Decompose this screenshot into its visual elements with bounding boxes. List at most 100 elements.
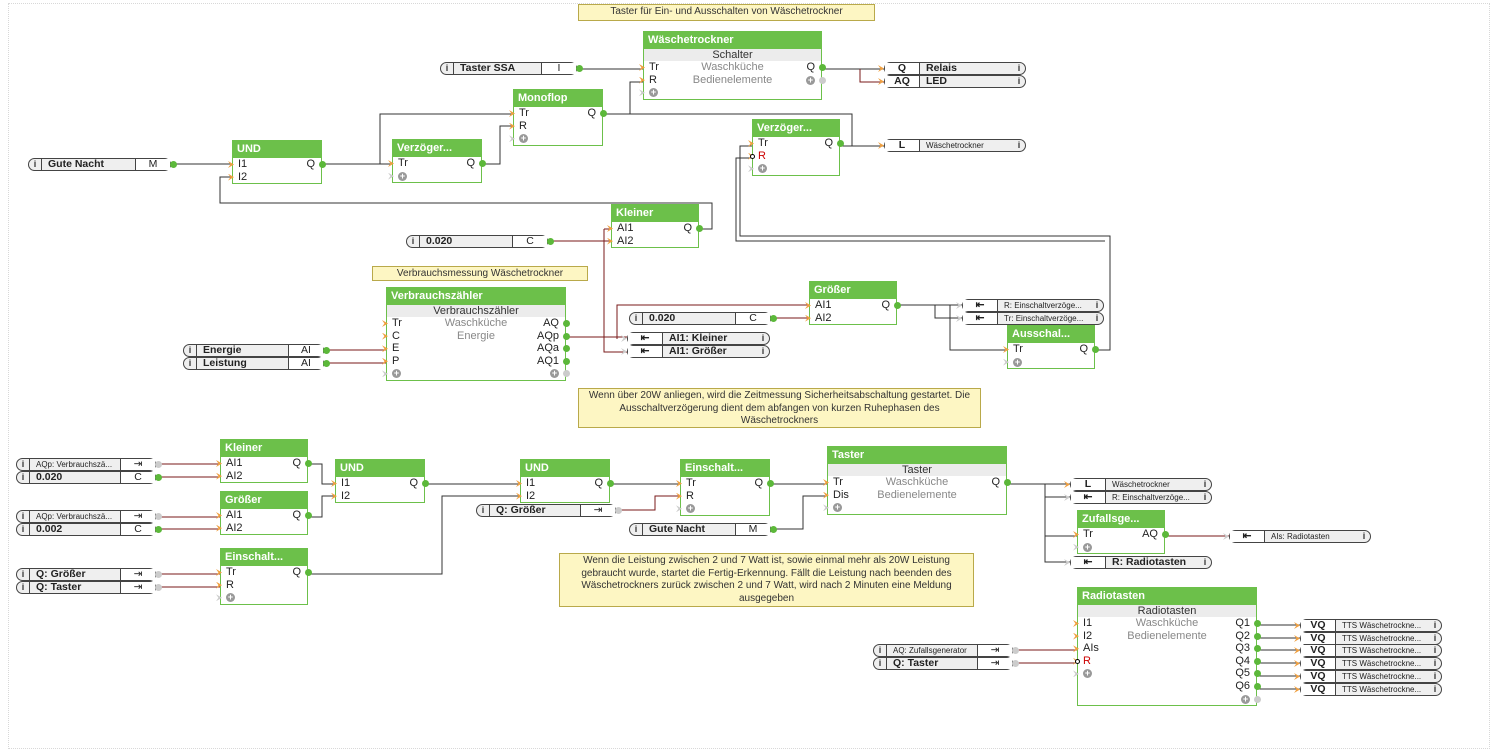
output-pin[interactable] [607,480,614,487]
output-connector[interactable]: ⇤ AIs: Radiotasten i [1223,530,1371,543]
input-connector[interactable]: i 0.020 C [16,471,162,484]
output-pin[interactable] [323,347,330,354]
input-connector[interactable]: i AQ: Zufallsgenerator ⇥ [873,644,1019,657]
output-pin[interactable] [615,507,622,514]
output-pin[interactable] [547,238,554,245]
info-icon[interactable]: i [634,524,638,534]
info-icon[interactable]: i [1203,479,1207,489]
block-title[interactable]: Kleiner [612,205,698,222]
block-title[interactable]: Größer [810,282,896,299]
block-title[interactable]: Einschalt... [681,460,769,477]
info-icon[interactable]: i [445,63,449,73]
input-pin[interactable] [1003,346,1009,353]
output-pin[interactable] [837,140,844,147]
output-pin[interactable] [563,370,570,378]
input-pin[interactable] [509,110,515,117]
input-pin[interactable] [382,345,388,353]
block-title[interactable]: Größer [221,492,307,509]
function-block[interactable]: UND I1 Q I2 [331,459,429,504]
output-pin[interactable] [155,461,162,468]
input-pin[interactable] [1223,533,1229,540]
add-input-icon[interactable]: + [519,133,528,144]
info-icon[interactable]: i [1433,620,1437,630]
info-icon[interactable]: i [1017,63,1021,73]
input-pin[interactable] [1064,481,1070,488]
info-icon[interactable]: i [21,511,25,521]
output-connector[interactable]: ⇤ R: Einschaltverzöge... i [956,299,1104,312]
digital-wire[interactable] [1044,484,1070,563]
block-title[interactable]: Zufallsge... [1078,511,1164,528]
info-icon[interactable]: i [1017,76,1021,86]
output-pin[interactable] [1254,645,1261,653]
input-pin[interactable] [805,302,811,309]
add-output-icon[interactable]: + [1241,693,1250,704]
input-pin[interactable] [1294,622,1300,629]
input-pin[interactable] [228,161,234,168]
function-block[interactable]: Verzöger... Tr Q R + [748,119,844,176]
info-icon[interactable]: i [761,346,765,356]
input-pin[interactable] [676,492,682,500]
info-icon[interactable]: i [1362,531,1366,541]
output-pin[interactable] [1254,620,1261,627]
output-pin[interactable] [319,161,326,168]
output-pin[interactable] [422,480,429,487]
digital-wire[interactable] [310,463,335,485]
input-pin[interactable] [956,315,962,322]
output-pin[interactable] [1012,647,1019,654]
input-pin[interactable] [382,357,388,365]
output-pin[interactable] [1012,660,1019,667]
output-connector[interactable]: VQ TTS Wäschetrockne... i [1294,683,1442,696]
input-pin[interactable] [823,491,829,499]
input-pin[interactable] [1073,632,1079,640]
info-icon[interactable]: i [878,658,882,668]
input-pin[interactable] [805,314,811,322]
info-icon[interactable]: i [1433,633,1437,643]
input-pin[interactable] [516,492,522,500]
analog-wire[interactable] [618,495,680,511]
output-pin[interactable] [155,513,162,520]
digital-wire[interactable] [605,81,643,115]
function-block[interactable]: Verbrauchszähler Verbrauchszähler Tr Waschk… [382,287,570,381]
output-connector[interactable]: VQ TTS Wäschetrockne... i [1294,619,1442,632]
output-pin[interactable] [563,320,570,327]
output-pin[interactable] [305,460,312,467]
digital-wire[interactable] [739,145,1111,351]
input-pin[interactable] [639,89,645,97]
input-pin[interactable] [607,237,613,245]
input-pin[interactable] [216,581,222,589]
function-block[interactable]: Größer AI1 Q AI2 [216,491,312,536]
output-pin[interactable] [155,474,162,481]
input-pin[interactable] [676,480,682,487]
output-pin[interactable] [576,65,583,72]
info-icon[interactable]: i [1433,684,1437,694]
input-pin[interactable] [621,335,627,342]
input-pin[interactable] [1294,647,1300,654]
output-connector[interactable]: L Wäschetrockner i [878,139,1026,152]
input-pin[interactable] [216,524,222,532]
add-input-icon[interactable]: + [392,368,401,379]
add-output-icon[interactable]: + [806,74,815,85]
info-icon[interactable]: i [1203,492,1207,502]
input-pin[interactable] [607,225,613,232]
block-title[interactable]: Verzöger... [393,140,481,157]
function-block[interactable]: Zufallsge... Tr AQ + [1073,510,1169,555]
info-icon[interactable]: i [33,159,37,169]
info-icon[interactable]: i [1203,557,1207,567]
input-pin[interactable] [216,594,222,602]
output-pin[interactable] [155,571,162,578]
output-pin[interactable] [155,526,162,533]
info-icon[interactable]: i [21,524,25,534]
block-title[interactable]: Taster [828,447,1006,464]
block-title[interactable]: UND [521,460,609,477]
input-pin[interactable] [509,135,515,143]
input-pin[interactable] [1294,673,1300,680]
input-pin[interactable] [676,505,682,513]
input-pin[interactable] [509,122,515,130]
output-pin[interactable] [1004,479,1011,486]
input-connector[interactable]: i Q: Taster ⇥ [873,657,1019,670]
output-pin[interactable] [563,345,570,353]
info-icon[interactable]: i [1433,671,1437,681]
add-input-icon[interactable]: + [1013,356,1022,367]
input-connector[interactable]: i Gute Nacht M [28,158,177,171]
output-pin[interactable] [563,357,570,365]
